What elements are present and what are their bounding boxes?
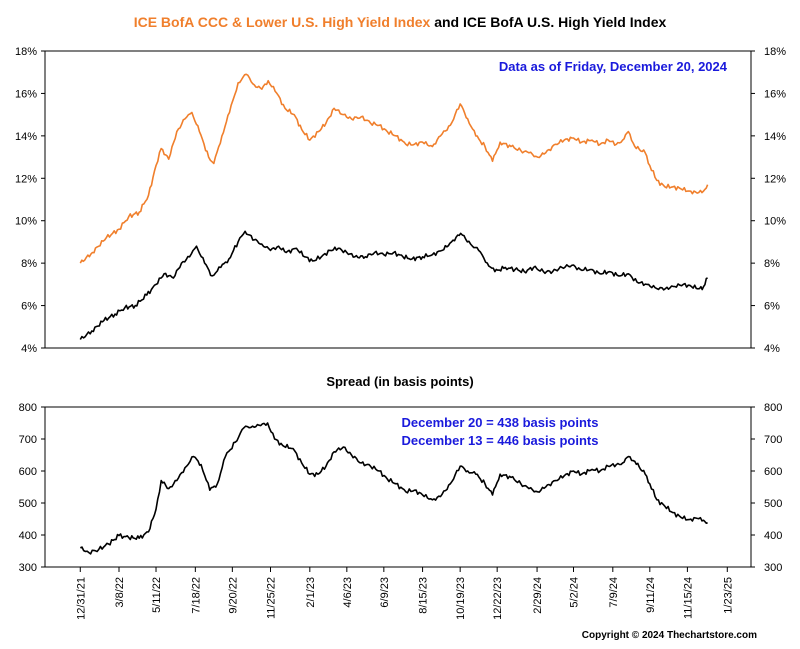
- spread-tick-label-left: 600: [19, 466, 37, 478]
- date-tick-label: 4/6/23: [342, 577, 354, 608]
- title-hy-index: and ICE BofA U.S. High Yield Index: [430, 14, 666, 30]
- yield-panel: 4% 6% 8% 10% 12% 14% 16% 18% 4% 6% 8% 10% 12% 14% 16%…: [15, 46, 786, 355]
- spread-annotation-current: December 20 = 438 basis points: [402, 415, 599, 430]
- yield-tick-label-right: 6%: [764, 301, 780, 313]
- spread-axis-right: 300 400 500 600 700 800: [751, 402, 782, 574]
- yield-tick-label-right: 16%: [764, 88, 786, 100]
- spread-tick-label-left: 500: [19, 498, 37, 510]
- yield-plot-frame: [44, 50, 752, 349]
- yield-lines: [79, 73, 709, 340]
- title-ccc-index: ICE BofA CCC & Lower U.S. High Yield Ind…: [134, 14, 431, 30]
- yield-tick-label-left: 16%: [15, 88, 37, 100]
- yield-tick-label-right: 14%: [764, 131, 786, 143]
- date-tick-label: 5/11/22: [151, 577, 163, 613]
- spread-tick-label-right: 600: [764, 466, 782, 478]
- date-tick-label: 5/2/24: [569, 577, 581, 608]
- yield-tick-label-left: 12%: [15, 173, 37, 185]
- yield-axis-right: 4% 6% 8% 10% 12% 14% 16% 18%: [751, 46, 786, 355]
- date-tick-label: 7/9/24: [608, 577, 620, 608]
- date-tick-label: 6/9/23: [379, 577, 391, 608]
- copyright-text: Copyright © 2024 Thechartstore.com: [582, 630, 757, 641]
- yield-tick-label-left: 10%: [15, 216, 37, 228]
- date-tick-label: 11/25/22: [266, 577, 278, 619]
- spread-tick-label-right: 500: [764, 498, 782, 510]
- date-tick-label: 9/11/24: [645, 577, 657, 613]
- spread-series-line-0: [79, 422, 708, 555]
- date-tick-label: 12/31/21: [75, 577, 87, 620]
- yield-series-line-0: [79, 73, 709, 264]
- spread-panel: 300 400 500 600 700 800 300 400 500 600 700 800 12…: [19, 402, 783, 620]
- date-axis: 12/31/21 3/8/22 5/11/22 7/18/22 9/20/22 11/25…: [75, 567, 734, 620]
- yield-tick-label-left: 8%: [21, 258, 37, 270]
- yield-tick-label-left: 14%: [15, 131, 37, 143]
- spread-tick-label-left: 300: [19, 562, 37, 574]
- yield-tick-label-right: 10%: [764, 216, 786, 228]
- date-tick-label: 7/18/22: [190, 577, 202, 614]
- date-tick-label: 1/23/25: [722, 577, 734, 614]
- date-tick-label: 11/15/24: [682, 577, 694, 619]
- spread-tick-label-right: 300: [764, 562, 782, 574]
- date-tick-label: 2/1/23: [305, 577, 317, 608]
- data-date-annotation: Data as of Friday, December 20, 2024: [499, 59, 728, 74]
- yield-tick-label-right: 18%: [764, 46, 786, 58]
- yield-tick-label-right: 4%: [764, 343, 780, 355]
- date-tick-label: 2/29/24: [532, 577, 544, 614]
- date-tick-label: 8/15/23: [418, 577, 430, 614]
- spread-tick-label-left: 700: [19, 434, 37, 446]
- spread-annotation-previous: December 13 = 446 basis points: [402, 433, 599, 448]
- yield-tick-label-left: 6%: [21, 301, 37, 313]
- spread-tick-label-right: 400: [764, 530, 782, 542]
- spread-tick-label-right: 700: [764, 434, 782, 446]
- chart-title: ICE BofA CCC & Lower U.S. High Yield Ind…: [134, 14, 667, 30]
- spread-lines: [79, 422, 708, 555]
- yield-tick-label-right: 8%: [764, 258, 780, 270]
- yield-axis-left: 4% 6% 8% 10% 12% 14% 16% 18%: [15, 46, 45, 355]
- date-tick-label: 3/8/22: [114, 577, 126, 608]
- spread-title: Spread (in basis points): [326, 374, 473, 389]
- date-tick-label: 10/19/23: [455, 577, 467, 620]
- spread-tick-label-right: 800: [764, 402, 782, 414]
- spread-tick-label-left: 800: [19, 402, 37, 414]
- yield-series-line-1: [79, 230, 708, 340]
- yield-tick-label-right: 12%: [764, 173, 786, 185]
- date-tick-label: 9/20/22: [227, 577, 239, 614]
- spread-tick-label-left: 400: [19, 530, 37, 542]
- spread-axis-left: 300 400 500 600 700 800: [19, 402, 45, 574]
- date-tick-label: 12/22/23: [492, 577, 504, 620]
- yield-tick-label-left: 4%: [21, 343, 37, 355]
- yield-tick-label-left: 18%: [15, 46, 37, 58]
